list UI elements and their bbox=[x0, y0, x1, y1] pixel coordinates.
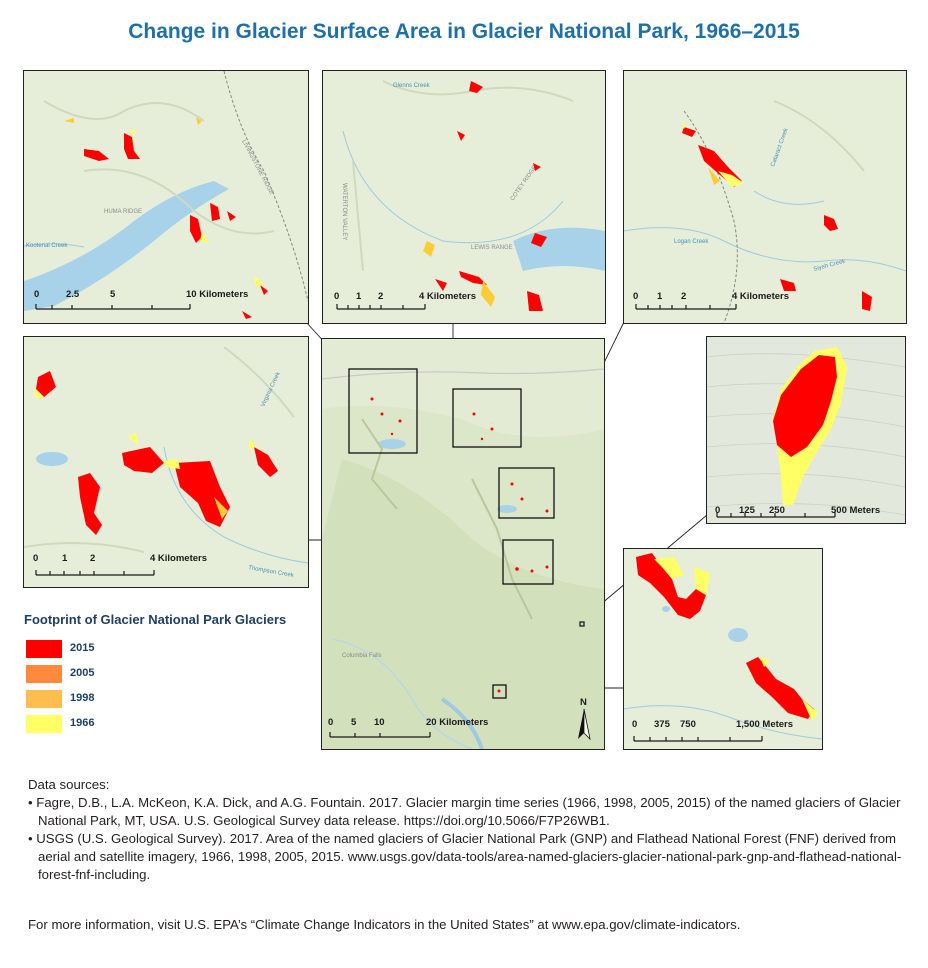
source-item: • Fagre, D.B., L.A. McKeon, K.A. Dick, a… bbox=[28, 795, 901, 828]
glacier-shapes bbox=[636, 553, 818, 721]
scalebar-tick: 4 Kilometers bbox=[150, 553, 207, 564]
scalebar-tick: 375 bbox=[654, 719, 671, 730]
legend-label: 2005 bbox=[70, 667, 95, 679]
source-item: • USGS (U.S. Geological Survey). 2017. A… bbox=[28, 831, 902, 882]
inset-map-nw[interactable]: HUMA RIDGE LIVINGSTONE RIDGE Kootenai Cr… bbox=[23, 70, 309, 324]
scalebar-tick: 2 bbox=[681, 291, 686, 302]
inset-map-nc[interactable]: LEWIS RANGE WATERTON VALLEY COTEY RIDGE … bbox=[322, 70, 606, 324]
sources-heading: Data sources: bbox=[28, 777, 110, 792]
glacier-shapes bbox=[682, 123, 872, 311]
inset-box-nw bbox=[348, 368, 418, 454]
scalebar-tick: 2.5 bbox=[66, 289, 80, 300]
scalebar-tick: 4 Kilometers bbox=[732, 291, 789, 302]
scalebar-tick: 1,500 Meters bbox=[736, 719, 793, 730]
scalebar-tick: 4 Kilometers bbox=[419, 291, 476, 302]
inset-map-ne[interactable]: Logan Creek Cataract Creek Siyeh Creek 0… bbox=[623, 70, 907, 324]
place-label: Logan Creek bbox=[674, 239, 709, 245]
inset-ne-scalebar: 0 1 2 4 Kilometers bbox=[633, 291, 789, 310]
scalebar-tick: 750 bbox=[680, 719, 696, 730]
scalebar-tick: 250 bbox=[769, 505, 785, 516]
overview-map[interactable]: Columbia Falls 0 5 10 20 Kilometers N bbox=[321, 338, 605, 750]
legend-title: Footprint of Glacier National Park Glaci… bbox=[24, 612, 287, 627]
legend-label: 1966 bbox=[70, 717, 95, 729]
scalebar-tick: 1 bbox=[62, 553, 68, 564]
scalebar-tick: 1 bbox=[356, 291, 362, 302]
glacier-shapes bbox=[423, 81, 547, 311]
inset-box-ne bbox=[498, 467, 555, 519]
scalebar-tick: 0 bbox=[715, 505, 720, 516]
legend-swatch bbox=[26, 715, 62, 733]
inset-box-nc bbox=[452, 388, 522, 448]
scalebar-tick: 125 bbox=[739, 505, 756, 516]
place-label: Kootenai Creek bbox=[26, 243, 68, 249]
inset-nw-scalebar: 0 2.5 5 10 Kilometers bbox=[34, 289, 248, 310]
inset-se-scalebar: 0 375 750 1,500 Meters bbox=[632, 719, 793, 742]
scalebar-tick: 0 bbox=[328, 717, 333, 728]
legend-swatch bbox=[26, 665, 62, 683]
inset-box-se bbox=[492, 684, 507, 699]
legend-swatch bbox=[26, 690, 62, 708]
north-label: N bbox=[580, 697, 587, 708]
legend-label: 1998 bbox=[70, 692, 95, 704]
legend-swatch bbox=[26, 640, 62, 658]
overview-scalebar: 0 5 10 20 Kilometers bbox=[328, 717, 488, 738]
inset-nc-scalebar: 0 1 2 4 Kilometers bbox=[334, 291, 476, 310]
glacier-shapes bbox=[64, 117, 268, 319]
more-info-text: For more information, visit U.S. EPA’s “… bbox=[28, 917, 741, 932]
inset-map-se[interactable]: 0 375 750 1,500 Meters bbox=[623, 548, 823, 750]
place-label: LEWIS RANGE bbox=[471, 245, 513, 251]
inset-box-w bbox=[502, 539, 554, 585]
inset-map-e[interactable]: 0 125 250 500 Meters bbox=[706, 336, 906, 524]
legend-label: 2015 bbox=[70, 642, 95, 654]
glacier-shapes bbox=[34, 371, 278, 535]
place-label: WATERTON VALLEY bbox=[341, 183, 347, 240]
inset-box-e bbox=[579, 621, 585, 627]
glacier-shapes bbox=[773, 347, 847, 505]
scalebar-tick: 10 Kilometers bbox=[186, 289, 248, 300]
scalebar-tick: 0 bbox=[632, 719, 637, 730]
scalebar-tick: 2 bbox=[378, 291, 383, 302]
scalebar-tick: 5 bbox=[351, 717, 357, 728]
inset-w-scalebar: 0 1 2 4 Kilometers bbox=[33, 553, 207, 576]
north-arrow: N bbox=[578, 697, 591, 741]
scalebar-tick: 0 bbox=[334, 291, 339, 302]
place-label: HUMA RIDGE bbox=[104, 209, 142, 215]
scalebar-tick: 1 bbox=[657, 291, 663, 302]
scalebar-tick: 5 bbox=[110, 289, 116, 300]
place-label: Columbia Falls bbox=[342, 653, 382, 659]
page-title: Change in Glacier Surface Area in Glacie… bbox=[128, 20, 800, 43]
inset-map-w[interactable]: Thompson Creek Virginia Creek 0 1 2 4 Ki… bbox=[23, 336, 309, 588]
scalebar-tick: 500 Meters bbox=[831, 505, 880, 516]
place-label: Glenns Creek bbox=[393, 83, 431, 89]
data-sources: Data sources: • Fagre, D.B., L.A. McKeon… bbox=[28, 776, 908, 884]
inset-e-scalebar: 0 125 250 500 Meters bbox=[715, 505, 880, 518]
scalebar-tick: 10 bbox=[374, 717, 385, 728]
scalebar-tick: 2 bbox=[90, 553, 95, 564]
scalebar-tick: 0 bbox=[633, 291, 638, 302]
scalebar-tick: 20 Kilometers bbox=[426, 717, 488, 728]
scalebar-tick: 0 bbox=[34, 289, 39, 300]
scalebar-tick: 0 bbox=[33, 553, 38, 564]
